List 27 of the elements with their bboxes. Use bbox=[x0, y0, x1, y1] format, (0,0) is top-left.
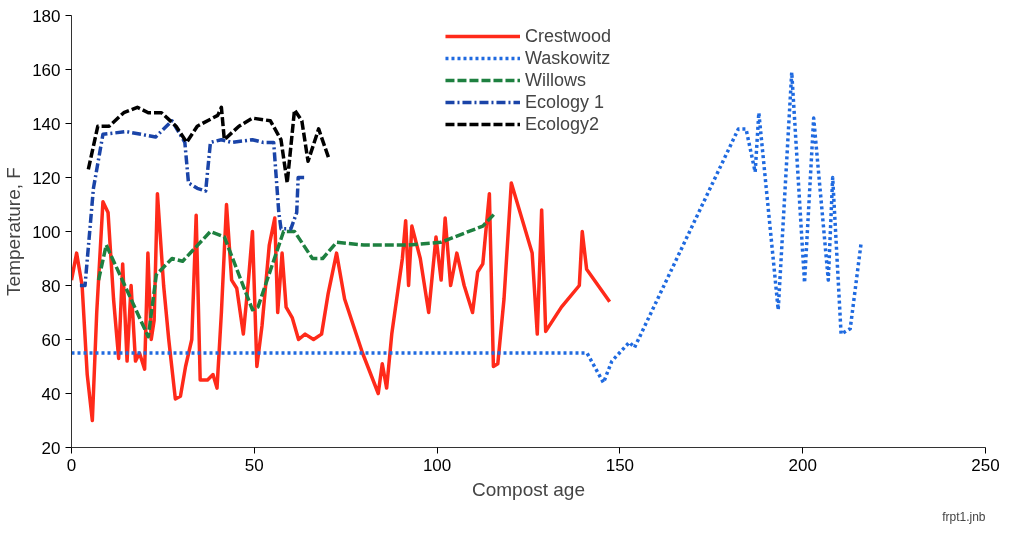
legend-label: Crestwood bbox=[524, 25, 612, 47]
y-tick-label: 100 bbox=[32, 222, 61, 242]
y-tick-label: 160 bbox=[32, 60, 61, 80]
legend-label: Ecology2 bbox=[524, 113, 600, 135]
y-tick-label: 120 bbox=[32, 168, 61, 188]
legend-label: Willows bbox=[524, 69, 586, 91]
x-tick-label: 150 bbox=[605, 455, 635, 475]
y-axis-title: Temperature, F bbox=[3, 167, 25, 296]
y-tick-label: 60 bbox=[41, 330, 61, 350]
x-tick-label: 100 bbox=[422, 455, 452, 475]
x-tick-label: 50 bbox=[244, 455, 264, 475]
x-tick-label: 0 bbox=[66, 455, 77, 475]
y-tick-label: 40 bbox=[41, 384, 61, 404]
legend-label: Waskowitz bbox=[524, 47, 611, 69]
line-series bbox=[86, 105, 331, 185]
x-tick-label: 200 bbox=[788, 455, 817, 475]
x-axis-title: Compost age bbox=[472, 478, 586, 500]
x-tick-label: 250 bbox=[971, 455, 1000, 475]
y-tick-label: 180 bbox=[32, 6, 61, 26]
text: frpt1.jnb bbox=[942, 509, 986, 524]
y-tick-label: 80 bbox=[41, 276, 61, 296]
y-tick-label: 20 bbox=[41, 438, 61, 458]
line-series bbox=[71, 181, 612, 423]
line-series bbox=[96, 210, 498, 339]
legend-label: Ecology 1 bbox=[524, 91, 605, 113]
y-tick-label: 140 bbox=[32, 114, 61, 134]
line-series bbox=[71, 70, 863, 385]
